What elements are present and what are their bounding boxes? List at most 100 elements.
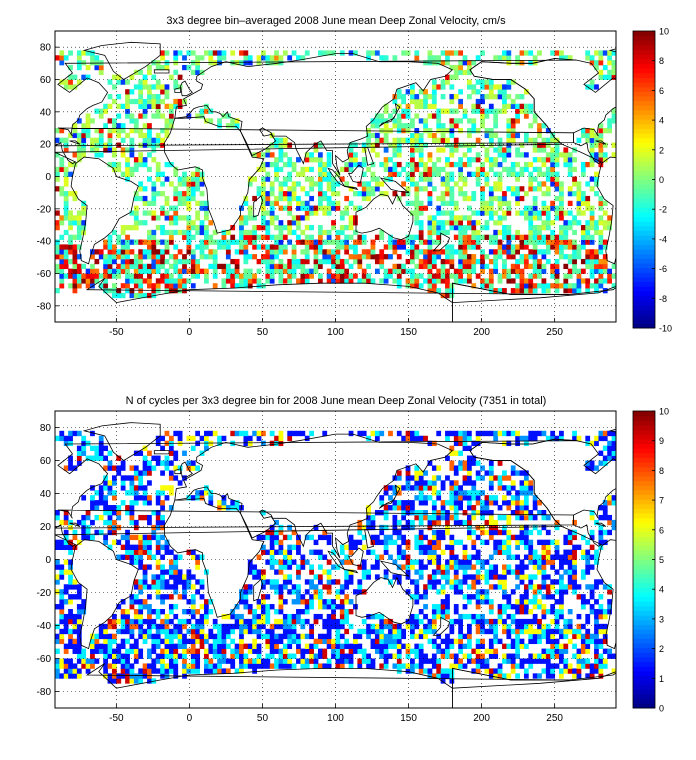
bin-cell (256, 618, 262, 625)
bin-cell (111, 678, 117, 684)
bin-cell (427, 234, 433, 240)
bin-cell (436, 108, 442, 114)
bin-cell (339, 263, 345, 270)
bin-cell (133, 225, 139, 231)
bin-cell (344, 594, 350, 600)
bin-cell (195, 658, 201, 664)
bin-cell (410, 249, 415, 255)
bin-cell (160, 599, 165, 605)
bin-cell (155, 559, 161, 565)
bin-cell (436, 84, 442, 90)
bin-cell (63, 195, 69, 202)
bin-cell (488, 278, 494, 284)
bin-cell (190, 604, 196, 610)
bin-cell (282, 549, 288, 555)
bin-cell (282, 181, 288, 187)
bin-cell (497, 273, 503, 279)
bin-cell (129, 118, 135, 124)
bin-cell (239, 225, 244, 231)
bin-cell (580, 191, 586, 197)
bin-cell (445, 171, 450, 177)
bin-cell (309, 584, 314, 590)
bin-cell (199, 108, 205, 114)
bin-cell (484, 108, 490, 114)
bin-cell (427, 263, 433, 270)
bin-cell (142, 673, 148, 679)
bin-cell (554, 539, 560, 546)
bin-cell (239, 643, 244, 649)
bin-cell (59, 278, 65, 284)
bin-cell (453, 539, 459, 546)
bin-cell (331, 186, 336, 192)
bin-cell (164, 584, 170, 590)
bin-cell (532, 273, 538, 279)
bin-cell (278, 186, 284, 192)
bin-cell (410, 200, 415, 206)
bin-cell (594, 171, 599, 177)
bin-cell (559, 554, 564, 560)
bin-cell (515, 176, 520, 182)
bin-cell (72, 663, 78, 669)
bin-cell (230, 609, 236, 615)
bin-cell (545, 288, 551, 294)
bin-cell (567, 288, 573, 294)
bin-cell (256, 658, 262, 664)
bin-cell (370, 524, 376, 531)
bin-cell (466, 254, 472, 260)
bin-cell (423, 142, 428, 148)
bin-cell (125, 171, 130, 177)
bin-cell (580, 210, 586, 216)
bin-cell (602, 225, 608, 231)
bin-cell (142, 604, 148, 610)
bin-cell (480, 663, 485, 669)
bin-cell (247, 273, 253, 279)
bin-cell (243, 215, 249, 221)
bin-cell (392, 623, 398, 630)
bin-cell (440, 278, 446, 284)
bin-cell (471, 510, 477, 516)
bin-cell (458, 161, 463, 168)
bin-cell (374, 613, 380, 620)
bin-cell (510, 288, 516, 294)
bin-cell (537, 554, 542, 560)
bin-cell (59, 618, 65, 625)
bin-cell (287, 263, 293, 270)
bin-cell (168, 123, 174, 129)
bin-cell (72, 234, 78, 240)
bin-cell (317, 278, 323, 284)
bin-cell (405, 103, 411, 109)
bin-cell (563, 288, 569, 294)
x-tick-label: 0 (187, 327, 193, 338)
bin-cell (147, 254, 152, 260)
bin-cell (76, 234, 82, 240)
bin-cell (405, 258, 411, 265)
bin-cell (580, 258, 586, 265)
bin-cell (589, 128, 595, 134)
bin-cell (480, 628, 485, 635)
bin-cell (515, 514, 520, 521)
bin-cell (173, 258, 179, 265)
bin-cell (418, 229, 424, 236)
bin-cell (265, 638, 271, 645)
bin-cell (453, 618, 459, 625)
bin-cell (291, 254, 297, 260)
bin-cell (190, 249, 196, 255)
bin-cell (361, 239, 367, 245)
bin-cell (68, 215, 73, 221)
bin-cell (186, 215, 192, 221)
bin-cell (221, 623, 227, 630)
bin-cell (401, 549, 407, 555)
bin-cell (335, 618, 341, 625)
bin-cell (602, 658, 608, 664)
bin-cell (427, 618, 433, 625)
bin-cell (208, 249, 214, 255)
bin-cell (414, 544, 420, 550)
bin-cell (466, 239, 472, 245)
bin-cell (287, 186, 293, 192)
bin-cell (532, 225, 538, 231)
bin-cell (138, 79, 144, 85)
bin-cell (528, 539, 534, 546)
bin-cell (523, 210, 529, 216)
bin-cell (515, 113, 520, 119)
bin-cell (331, 273, 336, 279)
